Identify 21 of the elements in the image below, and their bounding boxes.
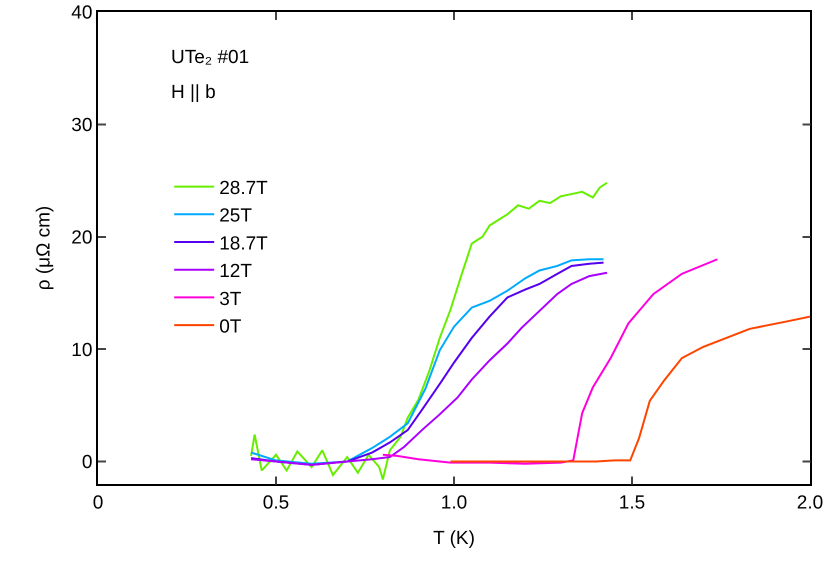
y-tick-label: 0 — [82, 452, 92, 474]
annotation: UTe₂ #01 — [171, 47, 250, 68]
legend-label: 12T — [219, 261, 252, 282]
annotation: H || b — [171, 82, 216, 103]
legend-label: 18.7T — [219, 233, 268, 254]
legend-label: 0T — [219, 316, 242, 338]
line-series — [382, 258, 718, 465]
legend-label: 25T — [219, 206, 252, 227]
legend-label: 28.7T — [219, 178, 268, 200]
x-tick-label: 0.5 — [262, 492, 290, 514]
x-tick-label: 1.0 — [440, 492, 468, 514]
y-tick-label: 40 — [71, 2, 92, 24]
legend-label: 3T — [219, 288, 242, 310]
y-tick-label: 20 — [71, 227, 92, 248]
line-series — [449, 316, 810, 463]
x-axis-title: T (K) — [433, 528, 475, 549]
y-axis-title: ρ (μΩ cm) — [34, 206, 54, 290]
x-tick-label: 2.0 — [796, 492, 824, 514]
y-tick-label: 30 — [71, 115, 92, 136]
x-tick-label: 1.5 — [618, 492, 646, 514]
y-tick-label: 10 — [71, 340, 92, 361]
